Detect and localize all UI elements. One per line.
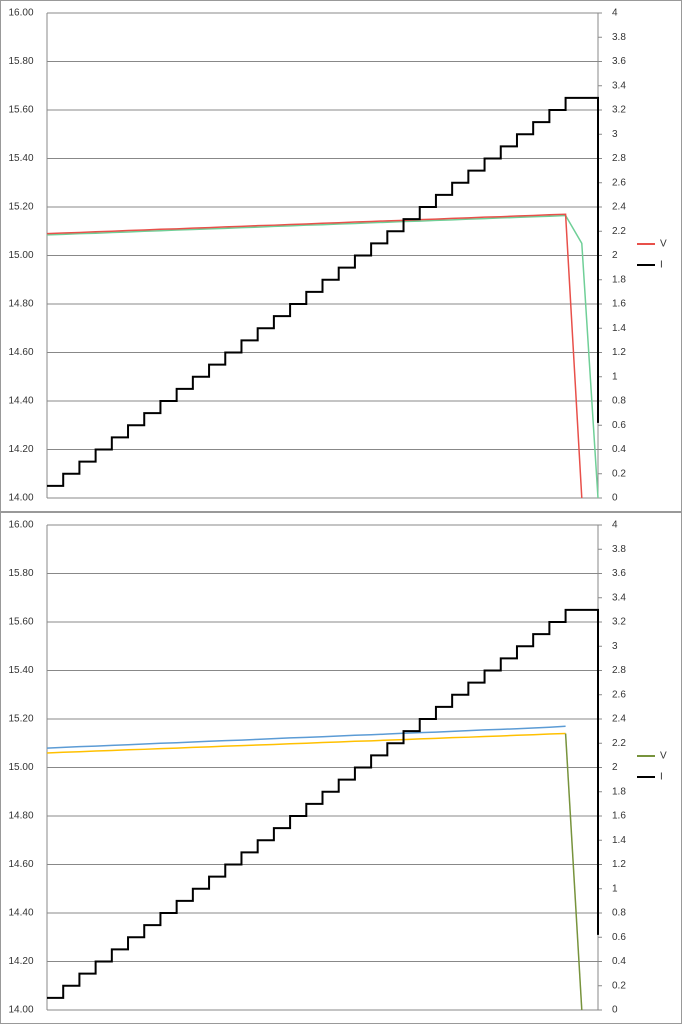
y2-tick-label: 2.6 — [612, 177, 626, 188]
y2-tick-label: 2.2 — [612, 738, 626, 749]
y-tick-label: 14.20 — [8, 956, 33, 967]
y-tick-label: 14.20 — [8, 444, 33, 455]
y2-tick-label: 3.4 — [612, 80, 626, 91]
y-tick-label: 14.60 — [8, 347, 33, 358]
y2-tick-label: 2.4 — [612, 202, 626, 213]
y2-tick-label: 1.4 — [612, 323, 626, 334]
y2-tick-label: 2.8 — [612, 665, 626, 676]
y-tick-label: 14.60 — [8, 859, 33, 870]
y-tick-label: 15.00 — [8, 250, 33, 261]
y2-tick-label: 0.8 — [612, 396, 626, 407]
y-tick-label: 14.40 — [8, 396, 33, 407]
y2-tick-label: 0.6 — [612, 932, 626, 943]
y2-tick-label: 1 — [612, 371, 618, 382]
y2-tick-label: 1 — [612, 883, 618, 894]
y-tick-label: 15.80 — [8, 56, 33, 67]
y2-tick-label: 0.8 — [612, 908, 626, 919]
series-line — [46, 213, 583, 499]
y2-tick-label: 3.8 — [612, 544, 626, 555]
y-tick-label: 14.80 — [8, 811, 33, 822]
y2-tick-label: 2 — [612, 762, 618, 773]
series-line — [47, 608, 599, 999]
y2-tick-label: 0.4 — [612, 444, 626, 455]
y2-tick-label: 3 — [612, 641, 618, 652]
y2-tick-label: 3.2 — [612, 105, 626, 116]
series-line — [46, 725, 566, 749]
series-line — [564, 733, 583, 1011]
y-tick-label: 15.00 — [8, 762, 33, 773]
y-tick-label: 14.00 — [8, 1005, 33, 1016]
y2-tick-label: 3 — [612, 129, 618, 140]
y-tick-label: 14.40 — [8, 908, 33, 919]
y-tick-label: 15.60 — [8, 105, 33, 116]
y2-tick-label: 2.8 — [612, 153, 626, 164]
y-tick-label: 15.40 — [8, 153, 33, 164]
y2-tick-label: 3.6 — [612, 56, 626, 67]
y-tick-label: 16.00 — [8, 520, 33, 531]
y2-tick-label: 0 — [612, 493, 618, 504]
y2-tick-label: 2.6 — [612, 689, 626, 700]
y2-tick-label: 1.4 — [612, 835, 626, 846]
y2-tick-label: 4 — [612, 520, 618, 531]
y-tick-label: 15.20 — [8, 202, 33, 213]
series-line — [46, 214, 599, 499]
y-tick-label: 15.80 — [8, 568, 33, 579]
y-tick-label: 14.80 — [8, 299, 33, 310]
legend-label: V — [660, 751, 667, 762]
y2-tick-label: 4 — [612, 8, 618, 19]
y2-tick-label: 0.6 — [612, 420, 626, 431]
y2-tick-label: 0.2 — [612, 468, 626, 479]
y-tick-label: 15.60 — [8, 617, 33, 628]
y2-tick-label: 2 — [612, 250, 618, 261]
y2-tick-label: 2.2 — [612, 226, 626, 237]
series-line — [47, 96, 599, 487]
y2-tick-label: 0.4 — [612, 956, 626, 967]
legend-label: V — [660, 239, 667, 250]
legend-label: I — [660, 260, 663, 271]
y2-tick-label: 3.4 — [612, 592, 626, 603]
y2-tick-label: 2.4 — [612, 714, 626, 725]
y2-tick-label: 3.8 — [612, 32, 626, 43]
y2-tick-label: 1.8 — [612, 786, 626, 797]
y2-tick-label: 1.6 — [612, 299, 626, 310]
y-tick-label: 15.20 — [8, 714, 33, 725]
y-tick-label: 16.00 — [8, 8, 33, 19]
series-line — [46, 732, 566, 754]
y2-tick-label: 1.2 — [612, 859, 626, 870]
y2-tick-label: 3.2 — [612, 617, 626, 628]
y2-tick-label: 1.2 — [612, 347, 626, 358]
y2-tick-label: 0.2 — [612, 980, 626, 991]
y-tick-label: 14.00 — [8, 493, 33, 504]
y2-tick-label: 0 — [612, 1005, 618, 1016]
y2-tick-label: 3.6 — [612, 568, 626, 579]
y2-tick-label: 1.6 — [612, 811, 626, 822]
y-tick-label: 15.40 — [8, 665, 33, 676]
legend-label: I — [660, 772, 663, 783]
y2-tick-label: 1.8 — [612, 274, 626, 285]
